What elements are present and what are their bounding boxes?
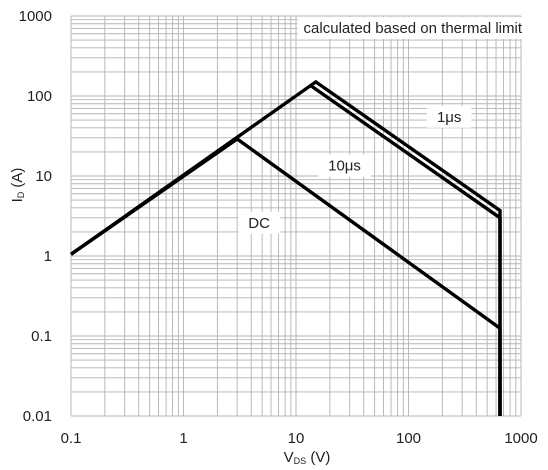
x-axis-label-unit: (V) <box>306 449 330 466</box>
y-tick-label: 1000 <box>19 8 52 25</box>
y-axis-label-unit: (A) <box>9 168 26 192</box>
y-tick-label: 1 <box>44 248 52 265</box>
y-axis-label: ID (A) <box>9 168 26 203</box>
y-tick-label: 0.01 <box>23 408 52 425</box>
x-tick-label: 0.1 <box>61 430 82 447</box>
tick-labels: 0.1 1 10 100 1000 0.01 0.1 1 10 100 1000 <box>19 8 538 447</box>
x-tick-label: 10 <box>288 430 305 447</box>
thermal-limit-annotation: calculated based on thermal limit <box>304 20 523 37</box>
annotation-background <box>297 17 526 39</box>
series-label-background <box>238 211 280 234</box>
x-tick-label: 1 <box>179 430 187 447</box>
series-label-2: 1μs <box>437 109 462 126</box>
y-tick-label: 10 <box>35 168 52 185</box>
series-lines <box>70 79 502 416</box>
series-label-background <box>318 154 371 177</box>
x-axis-label: VDS (V) <box>284 449 331 466</box>
series-line-2 <box>70 79 502 416</box>
series-label-1: 10μs <box>328 158 361 175</box>
series-labels: DC 10μs 1μs <box>238 105 472 234</box>
x-axis-label-main: V <box>284 449 294 466</box>
y-tick-label: 0.1 <box>31 328 52 345</box>
series-label-background <box>426 105 472 128</box>
x-tick-label: 100 <box>396 430 421 447</box>
x-axis-label-sub: DS <box>294 456 307 466</box>
series-label-0: DC <box>248 215 270 232</box>
y-axis-label-main: I <box>9 198 26 202</box>
y-tick-label: 100 <box>27 88 52 105</box>
x-tick-label: 1000 <box>504 430 537 447</box>
y-axis-label-sub: D <box>16 191 26 198</box>
